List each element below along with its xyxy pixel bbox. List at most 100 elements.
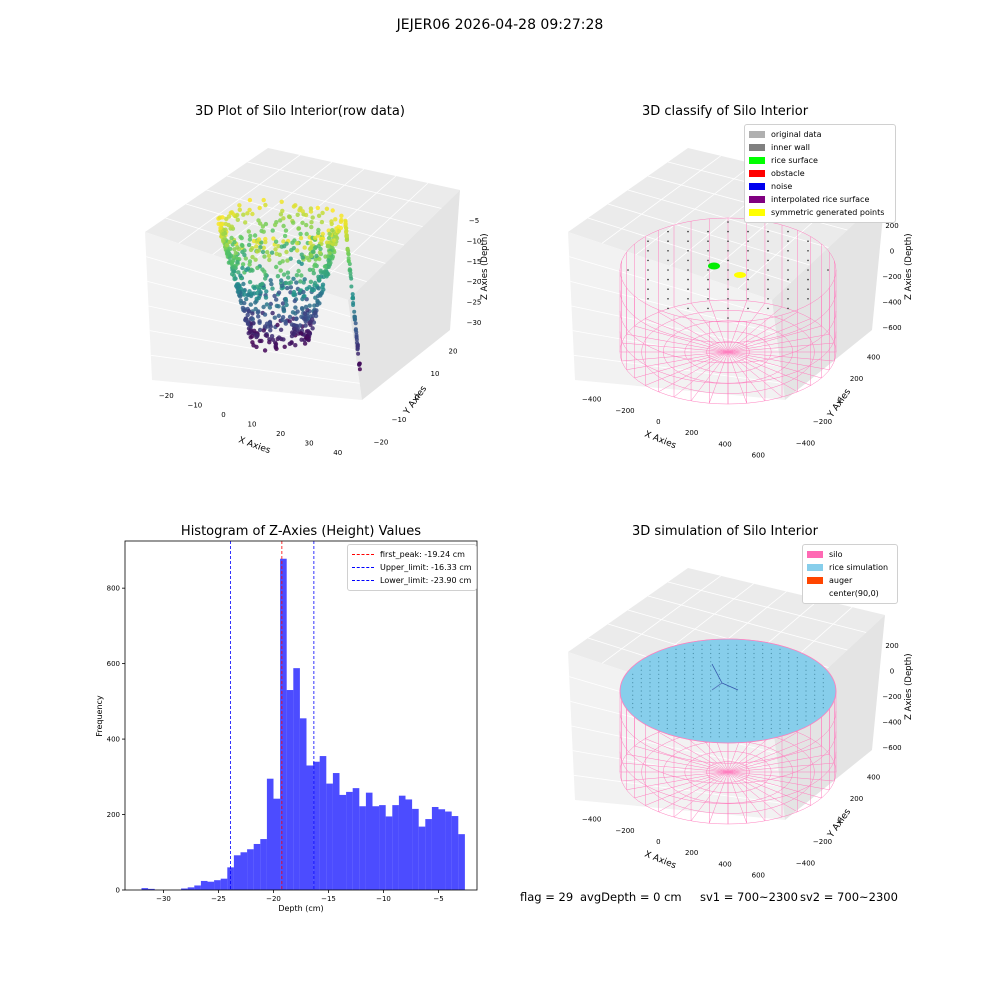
histogram-ylabel: Frequency — [95, 695, 104, 737]
simLegend-entry-2: auger — [807, 574, 893, 587]
histogram-bar-22 — [286, 690, 294, 890]
legend-swatch — [807, 551, 823, 558]
avg-depth-readout: avgDepth = 0 cm — [580, 890, 682, 904]
histogram-bar-26 — [313, 761, 320, 890]
sim-x-tick-1: −200 — [615, 827, 634, 835]
histogram-bar-35 — [372, 806, 380, 890]
legend-label: Lower_limit: -23.90 cm — [380, 576, 472, 585]
simLegend-entry-3: center(90,0) — [807, 587, 893, 600]
flag-readout: flag = 29 — [520, 890, 574, 904]
cls-z-tick-0: 200 — [885, 222, 898, 230]
cls-x-tick-1: −200 — [615, 407, 634, 415]
simLegend-entry-0: silo — [807, 548, 893, 561]
histogram-bar-34 — [365, 792, 373, 890]
histogram-bar-10 — [207, 881, 215, 890]
sim-y-tick-1: 200 — [850, 795, 863, 803]
raw-zlabel: Z Axies (Depth) — [480, 233, 490, 300]
simulation-xlabel: X Axies — [643, 850, 678, 872]
histogram-bar-1 — [148, 888, 155, 890]
cls-x-tick-4: 400 — [718, 440, 731, 448]
raw-x-tick-2: 0 — [221, 411, 225, 419]
histogram-bar-30 — [339, 794, 347, 890]
sim-z-tick-1: 0 — [890, 667, 894, 675]
legend-label: Upper_limit: -16.33 cm — [380, 563, 472, 572]
histLegend-entry-1: Upper_limit: -16.33 cm — [352, 561, 472, 574]
sim-z-tick-4: −600 — [882, 744, 901, 752]
legend-label: inner wall — [771, 143, 811, 152]
histogram-bar-29 — [332, 773, 340, 890]
histogram-bar-7 — [187, 887, 195, 890]
histLegend-entry-0: first_peak: -19.24 cm — [352, 548, 472, 561]
raw-x-tick-1: −10 — [187, 401, 202, 409]
raw-z-tick-3: −20 — [467, 278, 482, 286]
simulation-legend: silo rice simulation auger center(90,0) — [802, 544, 898, 604]
clsLegend-entry-3: obstacle — [749, 167, 891, 180]
classify-legend: original data inner wall rice surface obsta… — [744, 124, 896, 223]
legend-label: obstacle — [771, 169, 805, 178]
cls-y-tick-4: −400 — [796, 439, 815, 447]
raw-y-tick-1: 10 — [431, 370, 440, 378]
histogram-bar-20 — [273, 798, 281, 890]
cls-x-tick-3: 200 — [685, 429, 698, 437]
histogram-bar-16 — [247, 849, 254, 890]
legend-swatch — [352, 567, 374, 568]
sim-x-tick-3: 200 — [685, 849, 698, 857]
legend-label: symmetric generated points — [771, 208, 885, 217]
histogram-frame — [124, 540, 478, 891]
sim-y-tick-2: 0 — [837, 817, 841, 825]
cls-x-tick-0: −400 — [582, 396, 601, 404]
histogram-bar-33 — [359, 806, 366, 890]
clsLegend-entry-6: symmetric generated points — [749, 206, 891, 219]
legend-swatch — [749, 170, 765, 177]
legend-label: first_peak: -19.24 cm — [380, 550, 465, 559]
histogram-xtick-0: −30 — [156, 895, 171, 903]
classify-zlabel: Z Axies (Depth) — [904, 233, 914, 300]
histogram-ytick-3: 600 — [107, 660, 120, 668]
histogram-bar-12 — [220, 878, 228, 890]
histogram-xtick-3: −15 — [321, 895, 336, 903]
histogram-ytick-1: 200 — [107, 811, 120, 819]
histogram-bar-18 — [260, 839, 267, 890]
histogram-xtick-1: −25 — [211, 895, 226, 903]
histogram-ytick-4: 800 — [107, 585, 120, 593]
histogram-bar-42 — [418, 826, 426, 890]
sim-x-tick-5: 600 — [752, 871, 765, 879]
raw-x-tick-5: 30 — [305, 440, 314, 448]
histogram-bar-8 — [194, 885, 201, 890]
legend-label: rice simulation — [829, 563, 889, 572]
legend-label: center(90,0) — [829, 589, 879, 598]
simulation-plot-title: 3D simulation of Silo Interior — [632, 524, 818, 539]
histogram-ytick-2: 400 — [107, 736, 120, 744]
cls-y-tick-1: 200 — [850, 375, 863, 383]
histogram-bar-14 — [233, 855, 241, 890]
sim-x-tick-4: 400 — [718, 860, 731, 868]
raw-z-tick-1: −10 — [467, 238, 482, 246]
histogram-xtick-5: −5 — [433, 895, 443, 903]
legend-label: auger — [829, 576, 853, 585]
legend-label: silo — [829, 550, 843, 559]
legend-swatch — [749, 209, 765, 216]
histogram-bar-39 — [398, 795, 406, 890]
histogram-bar-15 — [240, 852, 248, 890]
histogram-bar-28 — [326, 783, 333, 890]
sim-z-tick-3: −400 — [882, 719, 901, 727]
simulation-zlabel: Z Axies (Depth) — [904, 653, 914, 720]
legend-label: noise — [771, 182, 793, 191]
raw-y-tick-4: −20 — [374, 439, 389, 447]
histogram-title: Histogram of Z-Axies (Height) Values — [180, 524, 422, 539]
cls-y-tick-3: −200 — [813, 418, 832, 426]
histogram-bar-32 — [352, 788, 360, 890]
classify-plot-title: 3D classify of Silo Interior — [641, 104, 809, 119]
histogram-bar-45 — [438, 809, 446, 890]
legend-swatch — [749, 131, 765, 138]
cls-z-tick-1: 0 — [890, 247, 894, 255]
histogram-bar-47 — [451, 816, 459, 890]
raw-x-tick-4: 20 — [276, 430, 285, 438]
histogram-bar-27 — [319, 756, 327, 890]
sim-z-tick-0: 200 — [885, 642, 898, 650]
histogram-bar-19 — [266, 778, 274, 890]
histogram-ytick-0: 0 — [116, 887, 120, 895]
legend-label: rice surface — [771, 156, 818, 165]
